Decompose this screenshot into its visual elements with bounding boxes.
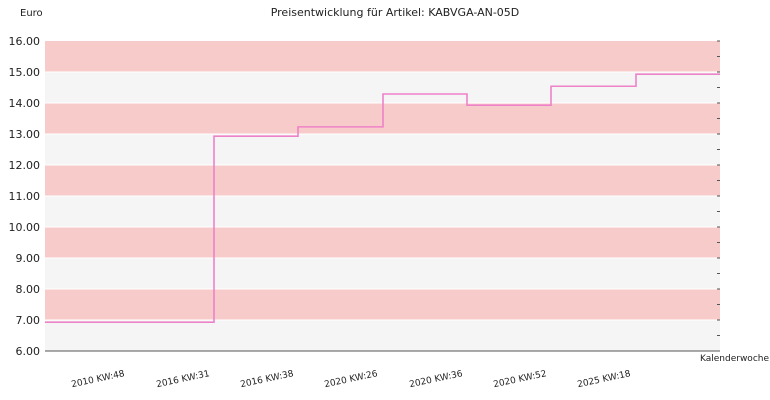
y-tick-label: 16.00: [9, 35, 41, 48]
plot-band: [45, 289, 720, 320]
x-tick-label: 2016 KW:31: [156, 369, 211, 390]
y-tick-label: 9.00: [16, 252, 41, 265]
x-tick-label: 2010 KW:48: [71, 369, 126, 390]
chart-title: Preisentwicklung für Artikel: KABVGA-AN-…: [271, 6, 520, 19]
x-tick-label: 2016 KW:38: [240, 369, 295, 390]
y-tick-label: 8.00: [16, 283, 41, 296]
y-tick-label: 6.00: [16, 345, 41, 358]
y-axis-ticks: 6.00 7.00 8.00 9.00 10.00 11.00 12.00 13.00 14.0…: [9, 35, 41, 358]
plot-band: [45, 196, 720, 227]
plot-band: [45, 320, 720, 351]
y-tick-label: 15.00: [9, 66, 41, 79]
plot-band: [45, 227, 720, 258]
x-axis-title: Kalenderwoche: [700, 354, 769, 364]
plot-band: [45, 134, 720, 165]
x-tick-label: 2020 KW:26: [324, 369, 379, 390]
plot-band: [45, 41, 720, 72]
price-series-line: [45, 73, 720, 323]
y-tick-label: 12.00: [9, 159, 41, 172]
plot-band: [45, 258, 720, 289]
series-layer: [45, 73, 720, 323]
right-axis-minor-ticks: [717, 40, 720, 352]
plot-background-bands: [45, 41, 720, 351]
x-tick-label: 2020 KW:36: [409, 369, 464, 390]
x-tick-label: 2020 KW:52: [493, 369, 548, 390]
y-tick-label: 11.00: [9, 190, 41, 203]
x-tick-label: 2025 KW:18: [577, 369, 632, 390]
y-tick-label: 10.00: [9, 221, 41, 234]
plot-band: [45, 165, 720, 196]
x-axis-tick-labels: 2010 KW:48 2016 KW:31 2016 KW:38 2020 KW:26…: [71, 369, 632, 390]
y-tick-label: 14.00: [9, 97, 41, 110]
y-tick-label: 13.00: [9, 128, 41, 141]
y-tick-label: 7.00: [16, 314, 41, 327]
y-axis-title: Euro: [20, 8, 43, 19]
